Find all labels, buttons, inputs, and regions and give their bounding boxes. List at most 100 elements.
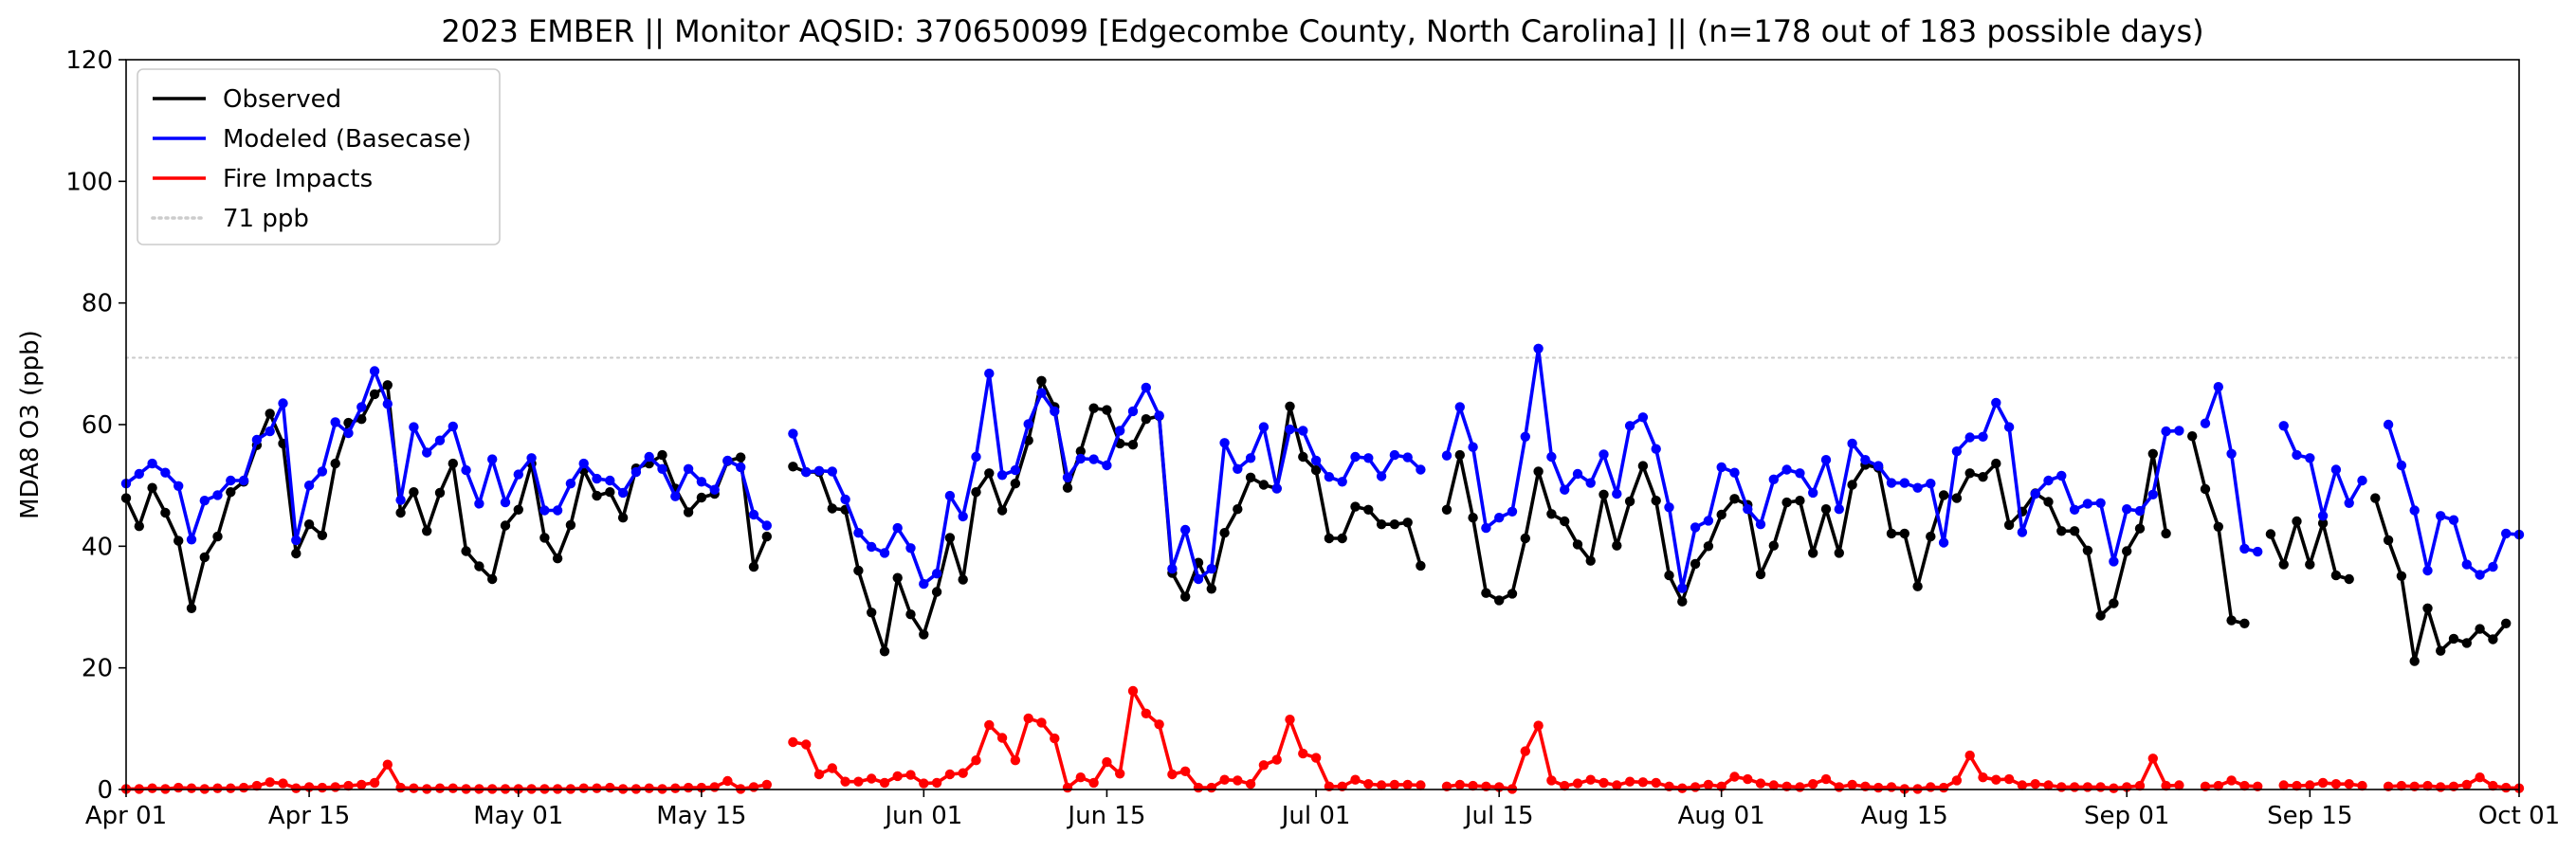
data-point xyxy=(984,368,995,379)
data-point xyxy=(1690,558,1701,570)
data-point xyxy=(2200,418,2211,428)
data-point xyxy=(382,380,393,390)
data-point xyxy=(226,475,236,486)
data-point xyxy=(1154,719,1164,730)
data-point xyxy=(1050,733,1060,744)
data-point xyxy=(539,505,550,516)
data-point xyxy=(1115,769,1125,779)
data-point xyxy=(2396,780,2407,791)
data-point xyxy=(827,466,837,477)
data-point xyxy=(1651,496,1661,506)
data-point xyxy=(630,466,642,478)
data-point xyxy=(2422,780,2433,791)
data-point xyxy=(291,783,301,793)
data-point xyxy=(1899,478,1910,488)
data-point xyxy=(1324,533,1335,544)
data-point xyxy=(2030,779,2040,789)
data-point xyxy=(1127,440,1139,450)
data-point xyxy=(879,548,890,558)
data-point xyxy=(1245,779,1256,789)
data-point xyxy=(840,776,850,787)
data-point xyxy=(944,769,956,780)
data-point xyxy=(330,458,340,469)
data-point xyxy=(1651,777,1661,789)
data-point xyxy=(892,572,903,583)
data-point xyxy=(1350,451,1361,463)
data-point xyxy=(592,783,602,793)
data-point xyxy=(2488,634,2498,644)
data-point xyxy=(1533,720,1544,731)
series-line-modeled-basecase xyxy=(124,347,2520,590)
data-point xyxy=(696,477,707,487)
data-point xyxy=(2213,521,2223,532)
x-tick-label: May 01 xyxy=(473,802,563,830)
data-point xyxy=(2344,779,2354,789)
x-axis: Apr 01 Apr 15 May 01 May 15 Jun 01 Jun 15 Jul … xyxy=(85,789,2560,830)
data-point xyxy=(971,451,981,463)
data-point xyxy=(2095,498,2106,508)
data-point xyxy=(1127,406,1139,417)
data-point xyxy=(1926,782,1936,792)
data-point xyxy=(657,463,667,474)
data-point xyxy=(526,453,537,463)
data-point xyxy=(1585,774,1596,785)
data-point xyxy=(2239,618,2250,628)
data-point xyxy=(1258,760,1270,771)
data-point xyxy=(1690,522,1701,533)
data-point xyxy=(1402,517,1413,528)
legend: Observed Modeled (Basecase) Fire Impacts 71… xyxy=(137,68,501,245)
data-point xyxy=(448,783,458,793)
data-point xyxy=(761,520,772,531)
data-point xyxy=(1402,452,1413,463)
x-tick-label: Aug 15 xyxy=(1861,802,1948,830)
data-point xyxy=(1991,458,2001,469)
data-point xyxy=(788,462,798,472)
data-point xyxy=(1180,591,1191,602)
y-axis: 0 20 40 60 80 100 120 xyxy=(65,46,126,805)
data-point xyxy=(1219,774,1230,785)
data-point xyxy=(905,609,916,620)
series-line-fire-impacts xyxy=(126,689,2520,791)
data-point xyxy=(722,775,733,787)
data-point xyxy=(1141,708,1152,718)
data-point xyxy=(1062,482,1073,493)
data-point xyxy=(1912,581,1923,591)
data-point xyxy=(736,462,746,473)
data-point xyxy=(382,399,393,409)
data-point xyxy=(2396,460,2407,471)
data-point xyxy=(2330,779,2342,789)
data-point xyxy=(971,755,981,766)
y-tick-label: 0 xyxy=(97,776,113,805)
data-point xyxy=(683,507,694,517)
data-point xyxy=(1441,450,1452,461)
data-point xyxy=(461,546,471,556)
data-point xyxy=(1729,467,1740,478)
data-point xyxy=(2134,523,2146,534)
data-point xyxy=(186,783,197,793)
data-point xyxy=(1507,589,1518,599)
chart-title: 2023 EMBER || Monitor AQSID: 370650099 [… xyxy=(441,13,2203,49)
data-point xyxy=(2396,571,2407,581)
data-point xyxy=(657,449,667,461)
data-point xyxy=(2174,426,2184,436)
data-point xyxy=(1768,540,1780,551)
data-point xyxy=(147,783,157,793)
data-point xyxy=(291,548,301,559)
data-point xyxy=(422,526,432,536)
series-line-observed xyxy=(124,379,2508,663)
data-point xyxy=(1010,464,1021,476)
data-point xyxy=(186,603,197,613)
data-point xyxy=(1847,480,1857,490)
data-point xyxy=(1507,506,1518,517)
data-point xyxy=(1546,775,1557,786)
data-point xyxy=(1847,779,1857,790)
data-point xyxy=(369,389,380,400)
data-point xyxy=(996,505,1008,516)
data-point xyxy=(513,504,523,515)
data-point xyxy=(1808,779,1818,789)
data-point xyxy=(303,519,315,530)
x-tick-label: Jun 15 xyxy=(1066,802,1145,830)
data-point xyxy=(212,490,223,500)
data-point xyxy=(1389,779,1400,790)
data-point xyxy=(1560,484,1570,495)
